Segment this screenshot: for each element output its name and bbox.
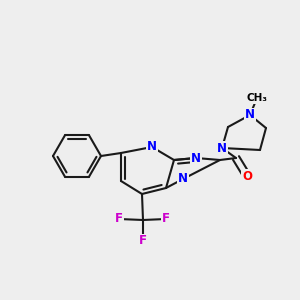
Text: F: F: [115, 212, 123, 226]
Text: N: N: [147, 140, 157, 154]
Text: O: O: [242, 169, 252, 182]
Text: N: N: [217, 142, 227, 154]
Text: F: F: [162, 212, 170, 226]
Text: N: N: [245, 109, 255, 122]
Text: N: N: [178, 172, 188, 185]
Text: CH₃: CH₃: [247, 93, 268, 103]
Text: F: F: [139, 235, 147, 248]
Text: N: N: [191, 152, 201, 164]
